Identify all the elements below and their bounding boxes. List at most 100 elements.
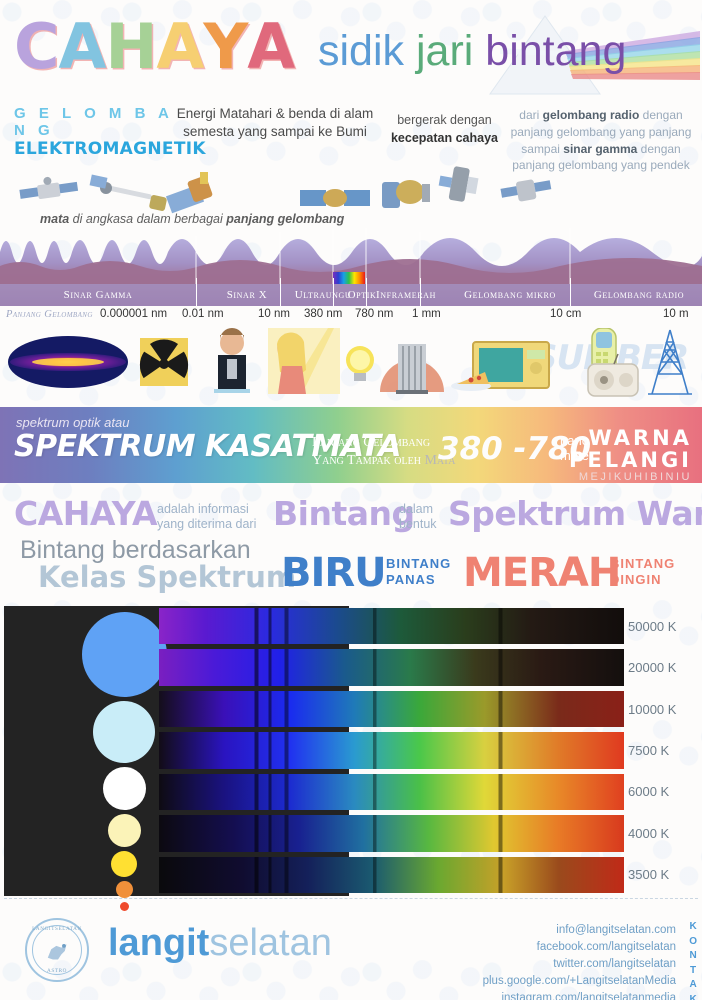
intro-col-range: dari gelombang radio dengan panjang gelo…: [510, 108, 692, 173]
heater-infrared-icon: [380, 344, 444, 394]
stmt-biru: BIRU: [281, 550, 387, 596]
stmt-info-line2: yang diterima dari: [157, 517, 257, 531]
radiation-hazard-icon: [139, 338, 189, 386]
star-size-k: [115, 881, 133, 898]
kasat-wavelength-caption: Panjang Gelombang Yang Tampak oleh Mata: [312, 434, 456, 469]
sunbathing-uv-icon: [268, 328, 340, 394]
speed-line2: kecepatan cahaya: [390, 131, 498, 146]
band-optik[interactable]: Optik: [347, 289, 377, 301]
langitselatan-seal-icon: LANGITSELATAN ASTRO: [25, 918, 89, 982]
contact-item[interactable]: twitter.com/langitselatan: [553, 958, 676, 971]
subtitle-word-bintang: bintang: [485, 27, 627, 75]
kontak-letter: N: [689, 950, 697, 961]
wavelength-tick: 10 m: [663, 308, 689, 320]
satellite-icon: [19, 176, 79, 200]
temperature-f: 7500 K: [628, 743, 670, 758]
star-size-a: [102, 767, 146, 810]
band-divider: [366, 278, 367, 306]
seal-bottom-text: ASTRO: [46, 968, 67, 974]
brand-bold: langit: [108, 922, 210, 964]
kontak-letter: K: [689, 921, 697, 932]
spectrum-strips-column: [159, 606, 624, 896]
absorption-lines: [159, 608, 624, 645]
optik-rainbow-strip-icon: [333, 272, 365, 286]
stmt-info-line1: adalah informasi: [157, 502, 249, 516]
spectrum-strip-k[interactable]: [159, 815, 624, 852]
stmt-dalam-bentuk: dalam bentuk: [399, 502, 437, 532]
kasat-range-value: 380 -780: [438, 431, 592, 467]
contact-item[interactable]: plus.google.com/+LangitselatanMedia: [482, 975, 676, 988]
light-bulb-icon: [346, 346, 374, 381]
stmt-kelas-spektrum: Kelas Spektrum: [38, 560, 297, 594]
wavelength-scale-row: Panjang Gelombang 0.000001 nm 0.01 nm 10…: [0, 307, 702, 329]
kasat-rainbow-label: WARNA PELANGI MEJIKUHIBINIU: [569, 427, 692, 483]
band-gelombang-mikro[interactable]: Gelombang mikro: [464, 289, 556, 301]
kasat-subtitle: spektrum optik atau: [16, 415, 130, 430]
telescope-satellite-icon: [89, 174, 167, 211]
band-sinar-gamma[interactable]: Sinar Gamma: [63, 289, 133, 301]
temperature-column: 50000 K 20000 K 10000 K 7500 K 6000 K 4000 K 3…: [628, 606, 698, 896]
wavelength-axis-label: Panjang Gelombang: [6, 309, 93, 320]
title-letter: A: [58, 10, 107, 83]
title-letter: Y: [203, 10, 248, 83]
subtitle-word-sidik: sidik: [318, 27, 405, 75]
seal-inner-ring: [32, 925, 82, 975]
panas-line1: BINTANG: [386, 556, 452, 571]
intro-col-energy: Energi Matahari & benda di alam semesta …: [176, 106, 374, 140]
title-letter: A: [247, 10, 295, 83]
intro-text-row: G E L O M B A N G ELEKTROMAGNETIK Energi…: [0, 103, 702, 172]
band-divider: [420, 278, 421, 306]
caption-mid: di angkasa dalam berbagai: [69, 212, 227, 226]
radio-tower-icon: [648, 329, 692, 395]
wavelength-tick: 380 nm: [304, 308, 343, 320]
spectrum-strip-o[interactable]: [159, 608, 624, 645]
subtitle-word-jari: jari: [415, 27, 474, 75]
absorption-lines: [159, 773, 624, 811]
space-telescope-icon: [382, 180, 430, 208]
stmt-cahaya: CAHAYA: [14, 494, 158, 533]
seal-top-text: LANGITSELATAN: [32, 926, 82, 932]
kontak-letter: A: [689, 979, 697, 990]
star-size-b: [93, 701, 155, 763]
warna-line1: WARNA: [588, 426, 692, 450]
temperature-k: 4000 K: [628, 825, 670, 841]
band-sinar-x[interactable]: Sinar X: [226, 289, 268, 301]
temperature-o: 50000 K: [628, 618, 677, 634]
kontak-letter: K: [689, 993, 697, 1000]
wave-shapes: [0, 228, 702, 284]
dingin-line2: DINGIN: [610, 572, 662, 588]
absorption-lines: [159, 732, 624, 769]
kontak-letter: T: [690, 964, 697, 976]
spectrum-strip-a[interactable]: [159, 690, 624, 728]
satellite-illustration-row: mata di angkasa dalam berbagai panjang g…: [0, 160, 702, 232]
band-divider: [570, 278, 571, 306]
spectrum-strip-m[interactable]: [159, 856, 624, 893]
wavelength-tick: 1 mm: [412, 308, 441, 320]
band-ultraungu[interactable]: Ultraungu: [294, 289, 352, 301]
band-gelombang-radio[interactable]: Gelombang radio: [593, 289, 685, 301]
page-subtitle: sidik jari bintang: [318, 30, 626, 73]
kasat-unit: nano meter: [560, 433, 593, 464]
star-size-o: [81, 612, 167, 697]
spectrum-strip-f[interactable]: [159, 732, 624, 769]
seal-horse-icon: [47, 944, 67, 960]
satellite-caption: mata di angkasa dalam berbagai panjang g…: [40, 212, 344, 226]
band-inframerah[interactable]: Inframerah: [376, 289, 436, 301]
caption-bold-mata: mata: [40, 212, 70, 226]
xray-child-icon: [214, 328, 250, 393]
absorption-lines: [159, 649, 624, 686]
header: CAHAYA sidik jari bintang: [0, 0, 702, 100]
contact-item[interactable]: instagram.com/langitselatanmedia: [501, 992, 676, 1000]
microwave-oven-icon: [451, 341, 550, 391]
contact-item[interactable]: info@langitselatan.com: [556, 924, 676, 936]
spectrum-strip-b[interactable]: [159, 649, 624, 686]
wave-diagram: [0, 222, 702, 284]
temperature-g: 6000 K: [628, 784, 670, 800]
wavelength-tick: 780 nm: [355, 308, 394, 320]
observatory-satellite-icon: [165, 172, 213, 214]
spectrum-strip-g[interactable]: [159, 773, 624, 811]
band-divider: [196, 278, 197, 306]
contact-item[interactable]: facebook.com/langitselatan: [536, 941, 676, 954]
pg-line1-b: Gelombang: [363, 435, 431, 450]
footer: LANGITSELATAN ASTRO langitselatan info@l…: [0, 900, 702, 1000]
